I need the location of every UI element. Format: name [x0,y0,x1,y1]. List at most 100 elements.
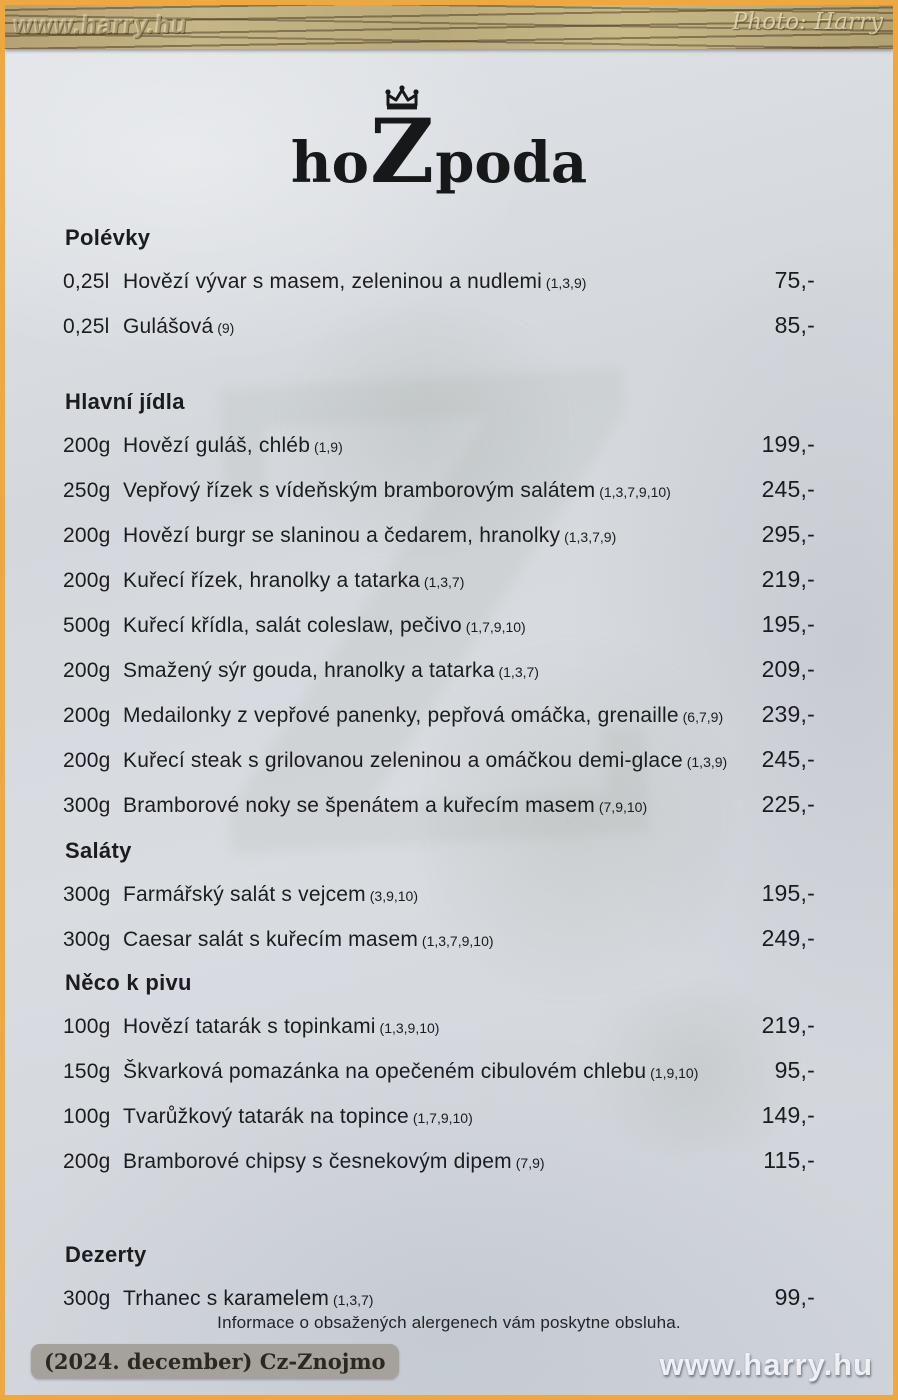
caption-badge: (2024. december) Cz-Znojmo [31,1344,399,1379]
item-price: 115,- [763,1147,815,1173]
item-name: Hovězí vývar s masem, zeleninou a nudlem… [123,269,737,296]
item-quantity: 200g [63,1150,111,1173]
item-name-text: Farmářský salát s vejcem [123,883,366,906]
menu-item-row: 200g Hovězí guláš, chléb (1,9) 199,- [63,431,815,460]
item-name: Škvarková pomazánka na opečeném cibulové… [123,1059,737,1086]
menu-item-row: 500g Kuřecí křídla, salát coleslaw, pečiv… [63,611,815,640]
item-quantity: 0,25l [63,270,110,293]
watermark-bottom-right: www.harry.hu [659,1347,873,1382]
menu-item-row: 250g Vepřový řízek s vídeňským bramborový… [63,476,815,505]
section-heading: Něco k pivu [65,970,192,995]
item-allergens: (1,9) [310,439,343,455]
item-price: 195,- [761,880,815,906]
item-allergens: (7,9,10) [594,799,648,815]
menu-item-row: 0,25l Gulášová (9) 85,- [63,312,815,341]
item-price: 75,- [774,267,815,293]
item-name-text: Vepřový řízek s vídeňským bramborovým sa… [123,479,596,502]
item-name: Kuřecí steak s grilovanou zeleninou a om… [123,748,737,775]
item-quantity: 200g [63,524,111,547]
item-allergens: (1,3,7) [420,574,465,590]
item-name-text: Škvarková pomazánka na opečeném cibulové… [123,1060,647,1083]
item-name: Kuřecí řízek, hranolky a tatarka (1,3,7) [123,568,737,595]
item-allergens: (1,3,9) [682,754,728,770]
item-name-text: Bramborové chipsy s česnekovým dipem [123,1150,512,1173]
menu-section: Hlavní jídla 200g Hovězí guláš, chléb (1,9… [63,389,815,820]
menu-item-row: 200g Kuřecí řízek, hranolky a tatarka (1,… [63,566,815,595]
item-price: 239,- [761,701,815,727]
item-quantity: 300g [63,883,111,906]
item-quantity: 200g [63,749,111,772]
menu-item-row: 300g Farmářský salát s vejcem (3,9,10) 195… [63,880,815,909]
item-allergens: (1,3,7,9,10) [418,933,494,949]
item-allergens: (9) [213,320,235,336]
item-allergens: (1,9,10) [646,1065,699,1081]
menu-item-row: 150g Škvarková pomazánka na opečeném cibu… [63,1057,815,1086]
item-name-text: Bramborové noky se špenátem a kuřecím ma… [123,794,595,817]
item-quantity: 300g [63,928,111,951]
menu-section: Něco k pivu 100g Hovězí tatarák s topinkam… [63,970,815,1176]
item-price: 149,- [761,1102,815,1128]
logo-text-pre: ho [290,130,369,196]
logo-letter-z: Z [370,85,434,195]
menu-section: Dezerty 300g Trhanec s karamelem (1,3,7) 99… [63,1242,815,1313]
menu-item-row: 200g Bramborové chipsy s česnekovým dipem… [63,1147,815,1176]
item-price: 199,- [761,431,815,457]
item-name-text: Caesar salát s kuřecím masem [123,928,419,951]
item-price: 245,- [761,476,815,502]
item-name: Gulášová (9) [123,314,737,341]
item-quantity: 100g [63,1015,111,1038]
item-price: 195,- [761,611,815,637]
item-allergens: (1,3,7,9) [560,529,617,545]
item-name: Kuřecí křídla, salát coleslaw, pečivo (1… [123,613,737,640]
item-name: Caesar salát s kuřecím masem (1,3,7,9,10… [123,927,737,954]
photo-credit: Photo: Harry [731,9,883,35]
item-name: Vepřový řízek s vídeňským bramborovým sa… [123,478,737,505]
item-name: Hovězí guláš, chléb (1,9) [123,433,737,460]
menu-item-row: 200g Medailonky z vepřové panenky, pepřov… [63,701,815,730]
item-name-text: Hovězí vývar s masem, zeleninou a nudlem… [123,270,543,293]
item-name-text: Tvarůžkový tatarák na topince [123,1105,409,1128]
item-name-text: Hovězí guláš, chléb [123,434,311,457]
item-name-text: Gulášová [123,315,214,338]
item-price: 245,- [761,746,815,772]
item-name-text: Hovězí tatarák s topinkami [123,1015,376,1038]
item-allergens: (7,9) [511,1155,545,1171]
item-name: Bramborové chipsy s česnekovým dipem (7,… [123,1149,737,1176]
item-allergens: (1,3,7) [329,1292,374,1308]
item-allergens: (6,7,9) [678,709,724,725]
item-quantity: 500g [63,614,111,637]
item-allergens: (1,7,9,10) [461,619,526,635]
item-quantity: 200g [63,704,111,727]
item-name: Hovězí tatarák s topinkami (1,3,9,10) [123,1014,737,1041]
item-price: 219,- [761,1012,815,1038]
item-allergens: (1,3,7,9,10) [595,484,671,500]
allergen-note: Informace o obsažených alergenech vám po… [217,1313,681,1332]
item-price: 99,- [774,1284,815,1310]
item-name: Tvarůžkový tatarák na topince (1,7,9,10) [123,1104,737,1131]
item-name: Bramborové noky se špenátem a kuřecím ma… [123,793,737,820]
item-allergens: (1,7,9,10) [408,1110,473,1126]
item-name: Medailonky z vepřové panenky, pepřová om… [123,703,737,730]
item-price: 295,- [761,521,815,547]
item-price: 225,- [761,791,815,817]
menu-item-row: 0,25l Hovězí vývar s masem, zeleninou a n… [63,267,815,296]
item-price: 219,- [761,566,815,592]
item-quantity: 0,25l [63,315,110,338]
menu-item-row: 300g Caesar salát s kuřecím masem (1,3,7,… [63,925,815,954]
item-name: Trhanec s karamelem (1,3,7) [123,1286,737,1313]
item-quantity: 200g [63,569,111,592]
item-allergens: (3,9,10) [365,888,418,904]
menu-item-row: 200g Kuřecí steak s grilovanou zeleninou … [63,746,815,775]
item-allergens: (1,3,9) [542,275,587,291]
menu-item-row: 100g Tvarůžkový tatarák na topince (1,7,9… [63,1102,815,1131]
item-quantity: 100g [63,1105,111,1128]
item-name: Hovězí burgr se slaninou a čedarem, hran… [123,523,737,550]
item-name-text: Medailonky z vepřové panenky, pepřová om… [123,704,679,727]
crown-icon [385,85,419,110]
watermark-top-left: www.harry.hu [11,11,190,39]
item-name-text: Kuřecí steak s grilovanou zeleninou a om… [123,749,683,772]
